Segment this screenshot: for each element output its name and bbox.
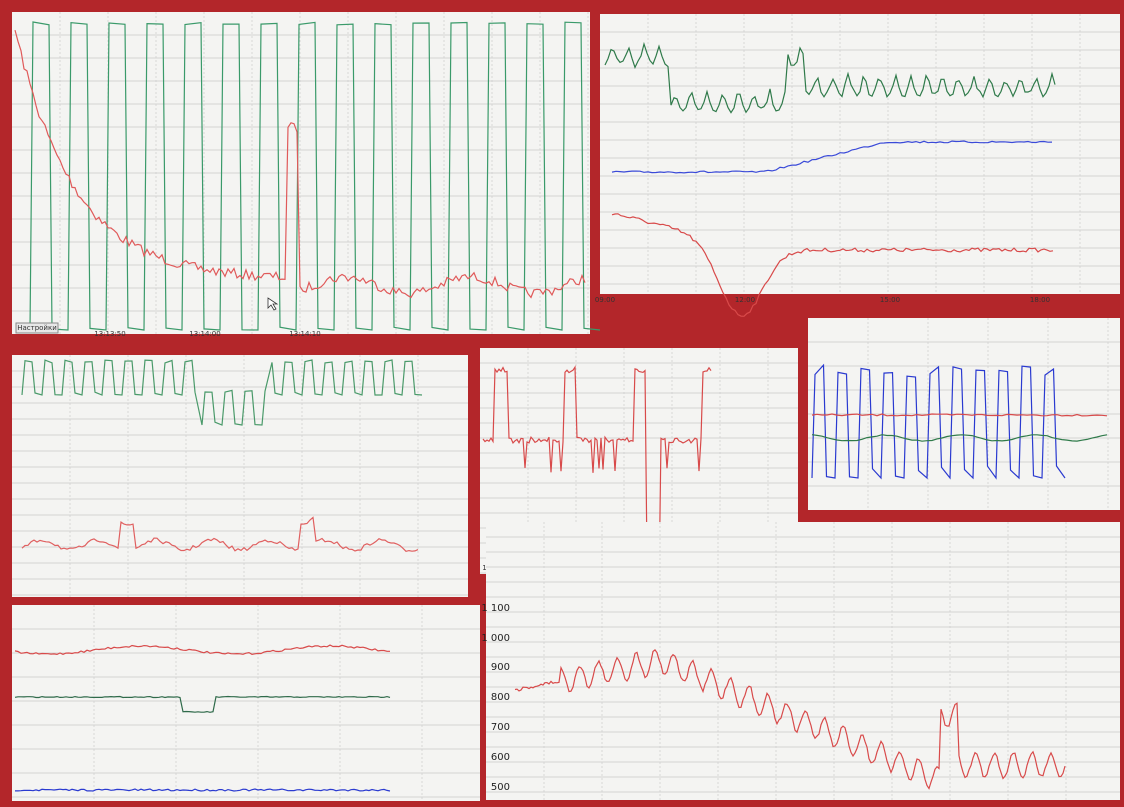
x-tick-label: 09:00 [595, 296, 615, 304]
x-tick-label: 13:13:50 [94, 330, 125, 338]
y-tick-label: 1 100 [481, 603, 510, 614]
screen-photo [12, 605, 480, 801]
y-tick-label: 800 [491, 692, 510, 703]
x-tick-label: 12:00 [735, 296, 755, 304]
y-tick-label: 700 [491, 722, 510, 733]
x-tick-label: 13:14:10 [289, 330, 320, 338]
x-tick-label: 18:00 [1030, 296, 1050, 304]
screen-photo [486, 522, 1120, 800]
collage: Настройки 13:13:50 13:14:00 13:14:10 09:00 12… [0, 0, 1124, 807]
button-label: Настройки [17, 324, 57, 332]
y-tick-label: 900 [491, 662, 510, 673]
y-tick-label: 500 [491, 782, 510, 793]
x-tick-label: 15:00 [880, 296, 900, 304]
x-tick-label: 13:14:00 [189, 330, 220, 338]
y-tick-label: 1 000 [481, 633, 510, 644]
screen-photo [600, 14, 1120, 294]
screen-photo [12, 355, 468, 597]
y-tick-label: 600 [491, 752, 510, 763]
